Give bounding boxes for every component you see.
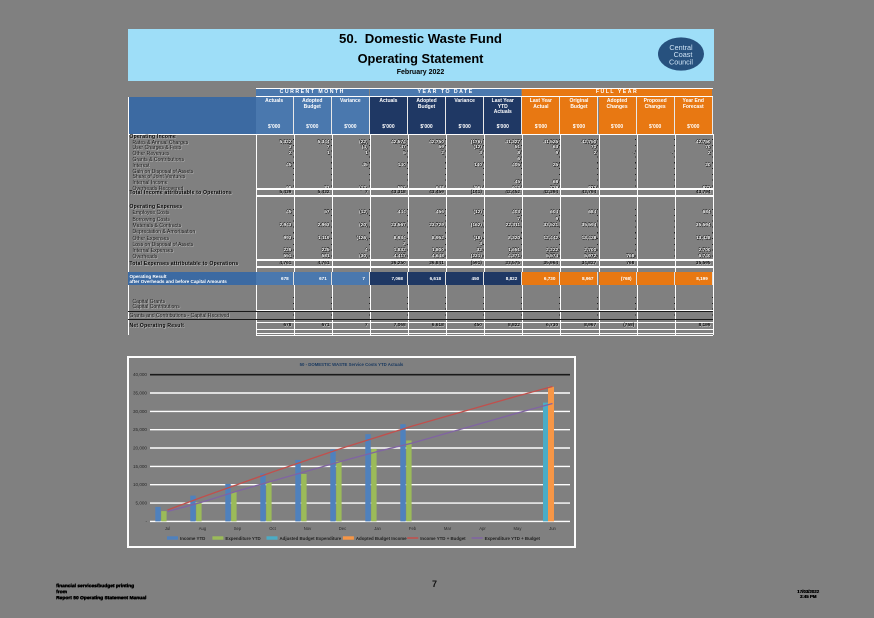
svg-text:Feb: Feb [409,526,417,531]
svg-text:Mar: Mar [444,526,452,531]
svg-text:Jan: Jan [374,526,381,531]
svg-text:35,000: 35,000 [133,391,147,396]
svg-text:Central: Central [669,43,693,52]
svg-text:25,000: 25,000 [133,427,147,432]
svg-text:Nov: Nov [304,526,312,531]
svg-text:Council: Council [669,58,693,67]
svg-text:Jul: Jul [165,526,170,531]
svg-text:Dec: Dec [339,526,346,531]
svg-text:Adopted Budget Income: Adopted Budget Income [356,536,407,541]
svg-text:Expenditure YTD + Budget: Expenditure YTD + Budget [485,536,541,541]
svg-text:Oct: Oct [269,526,276,531]
svg-text:15,000: 15,000 [133,464,147,469]
svg-text:Adjusted Budget Expenditure: Adjusted Budget Expenditure [280,536,342,541]
svg-text:-: - [145,519,147,524]
svg-text:30,000: 30,000 [133,409,147,414]
svg-text:10,000: 10,000 [133,482,147,487]
svg-text:Apr: Apr [479,526,486,531]
svg-text:Sep: Sep [234,526,242,531]
svg-text:Coast: Coast [674,50,693,59]
svg-text:Income YTD + Budget: Income YTD + Budget [420,536,466,541]
svg-text:May: May [514,526,523,531]
svg-text:50 - DOMESTIC WASTE Service Co: 50 - DOMESTIC WASTE Service Costs YTD Ac… [300,362,404,367]
svg-text:Aug: Aug [199,526,207,531]
svg-text:Expenditure YTD: Expenditure YTD [225,536,260,541]
svg-text:Jun: Jun [549,526,556,531]
svg-text:40,000: 40,000 [133,372,147,377]
svg-text:5,000: 5,000 [136,501,148,506]
svg-text:Income YTD: Income YTD [180,536,205,541]
svg-text:20,000: 20,000 [133,446,147,451]
